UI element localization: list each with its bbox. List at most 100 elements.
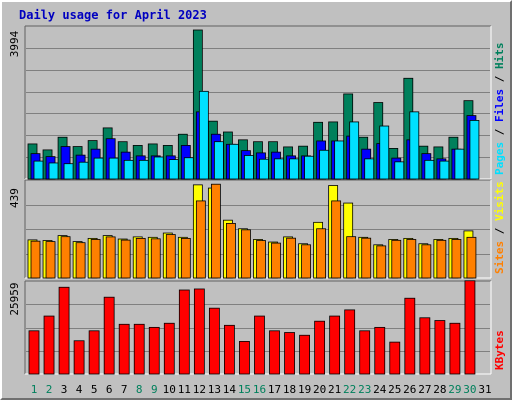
kbytes-bar: [239, 341, 250, 375]
sites-bar: [451, 239, 462, 279]
day-label: 31: [478, 383, 491, 396]
sites-bar: [75, 242, 86, 279]
kbytes-bar: [329, 315, 341, 375]
pages-bar: [123, 159, 134, 180]
day-label: 22: [343, 383, 356, 396]
kbytes-bar: [449, 322, 461, 375]
sites-bar: [301, 244, 311, 279]
pages-bar: [63, 163, 74, 180]
panel-3-legend: KBytes: [493, 330, 506, 370]
sites-bar: [421, 244, 432, 279]
legend-pages: Pages: [493, 142, 506, 175]
day-label: 29: [448, 383, 461, 396]
pages-bar: [304, 155, 314, 180]
kbytes-bar: [359, 330, 371, 375]
sites-bar: [286, 237, 296, 279]
sites-bar: [346, 236, 357, 279]
pages-bar: [454, 148, 465, 180]
kbytes-bar: [224, 324, 235, 375]
kbytes-bar: [434, 320, 446, 375]
kbytes-bar: [163, 322, 175, 375]
sites-bar: [466, 236, 477, 279]
kbytes-bar: [118, 323, 130, 375]
kbytes-bar: [284, 332, 295, 375]
day-label: 13: [208, 383, 221, 396]
day-label: 30: [463, 383, 476, 396]
sites-bar: [105, 236, 116, 279]
kbytes-bar: [178, 289, 190, 375]
kbytes-bar: [299, 334, 310, 375]
kbytes-bar: [314, 320, 326, 375]
day-label: 4: [76, 383, 83, 396]
panel-2-legend: Sites / Visits: [493, 181, 506, 274]
day-label: 17: [268, 383, 281, 396]
sites-bar: [120, 239, 131, 279]
day-label: 20: [313, 383, 326, 396]
day-label: 6: [106, 383, 113, 396]
day-label: 24: [373, 383, 387, 396]
panel-2-max-label: 439: [8, 188, 21, 208]
kbytes-bar: [269, 330, 280, 375]
legend-files: Files: [493, 89, 506, 122]
sites-bar: [45, 241, 56, 279]
sites-bar: [271, 242, 281, 279]
pages-bar: [183, 157, 194, 180]
pages-bar: [213, 141, 224, 180]
pages-bar: [379, 125, 390, 180]
pages-bar: [394, 161, 405, 180]
kbytes-bar: [28, 330, 40, 375]
day-label: 12: [193, 383, 206, 396]
day-label: 7: [121, 383, 128, 396]
day-label: 18: [283, 383, 296, 396]
sites-bar: [150, 238, 161, 279]
sites-bar: [165, 234, 176, 279]
sites-bar: [361, 237, 372, 279]
day-label: 5: [91, 383, 98, 396]
kbytes-bar: [58, 286, 70, 375]
kbytes-bar: [464, 280, 476, 375]
sites-bar: [30, 240, 41, 279]
sites-bar: [391, 239, 402, 279]
chart-title: Daily usage for April 2023: [19, 8, 207, 22]
kbytes-bar: [374, 326, 386, 375]
legend-hits: Hits: [493, 43, 506, 70]
pages-bar: [48, 162, 59, 180]
sites-bar: [180, 237, 191, 279]
legend-visits: Visits: [493, 181, 506, 221]
sites-bar: [376, 245, 387, 279]
pages-bar: [319, 149, 330, 180]
pages-bar: [259, 158, 269, 180]
pages-bar: [289, 158, 299, 180]
legend-separator: /: [493, 69, 506, 89]
day-label: 25: [388, 383, 401, 396]
day-label: 11: [178, 383, 191, 396]
panel-1-max-label: 3994: [8, 30, 21, 57]
kbytes-bar: [208, 307, 220, 375]
pages-bar: [244, 155, 254, 180]
pages-bar: [439, 160, 450, 180]
day-label: 15: [238, 383, 251, 396]
pages-bar: [108, 157, 119, 180]
kbytes-bar: [404, 297, 416, 375]
day-label: 27: [418, 383, 431, 396]
day-label: 26: [403, 383, 416, 396]
sites-bar: [195, 200, 206, 279]
pages-bar: [153, 156, 164, 180]
kbytes-bar: [88, 330, 100, 375]
pages-bar: [274, 158, 284, 180]
pages-bar: [168, 159, 179, 180]
sites-bar: [406, 239, 417, 279]
sites-bar: [210, 183, 221, 279]
kbytes-bar: [148, 326, 160, 375]
kbytes-bar: [103, 296, 115, 375]
kbytes-bar: [419, 317, 431, 375]
kbytes-bar: [193, 288, 205, 375]
legend-separator: /: [493, 221, 506, 241]
pages-bar: [93, 157, 104, 180]
day-label: 28: [433, 383, 446, 396]
day-label: 3: [61, 383, 68, 396]
pages-bar: [33, 160, 44, 180]
pages-bar: [469, 120, 480, 180]
sites-bar: [436, 239, 447, 279]
day-label: 1: [31, 383, 38, 396]
